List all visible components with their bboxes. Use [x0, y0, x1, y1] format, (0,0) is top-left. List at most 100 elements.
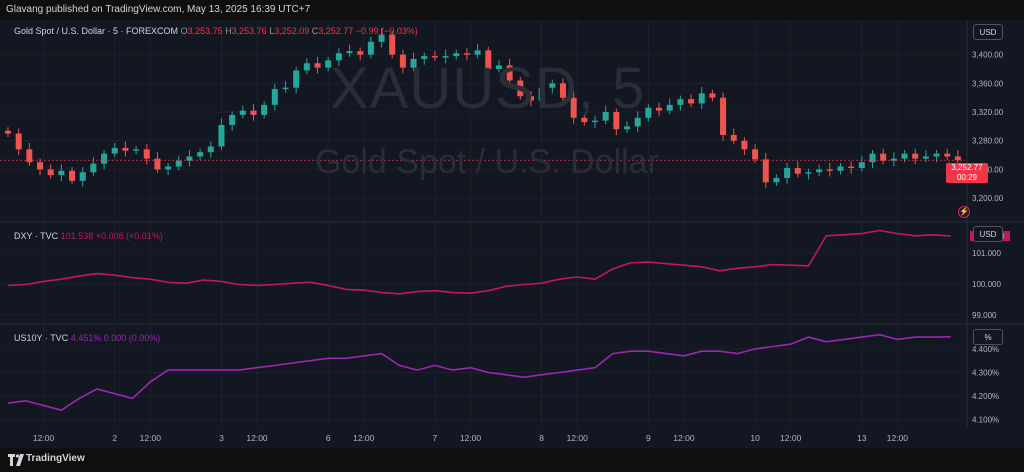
x-tick-label: 12:00	[887, 433, 909, 443]
candle-body	[741, 140, 748, 150]
candle-body	[314, 63, 321, 68]
candle-body	[325, 60, 332, 68]
candle-body	[143, 149, 150, 159]
us10y-value: 4.451%	[70, 333, 102, 343]
candle-body	[890, 158, 897, 161]
candle-body	[762, 159, 769, 183]
x-tick-label: 3	[219, 433, 224, 443]
candle-body	[282, 87, 289, 90]
candle-body	[431, 56, 438, 58]
watermark-symbol: XAUUSD, 5	[330, 56, 646, 121]
candle-body	[389, 34, 396, 55]
candle-body	[154, 158, 161, 170]
dxy-symbol: DXY · TVC	[14, 231, 59, 241]
x-tick-label: 12:00	[33, 433, 55, 443]
candle-body	[602, 112, 609, 121]
candle-body	[549, 83, 556, 88]
candle-body	[47, 169, 54, 176]
gold-symbol: Gold Spot / U.S. Dollar · 5 · FOREXCOM	[14, 26, 179, 36]
alert-icon[interactable]: ⚡	[958, 206, 970, 218]
bar-countdown: 00:29	[956, 173, 978, 182]
us10y-legend[interactable]: US10Y · TVC 4.451% 0.000 (0.00%)	[14, 333, 160, 343]
x-tick-label: 12:00	[780, 433, 802, 443]
candle-body	[186, 156, 193, 161]
candle-body	[506, 65, 513, 81]
candle-body	[880, 153, 887, 161]
y-tick-label: 4.300%	[972, 368, 999, 377]
candle-body	[656, 107, 663, 111]
us10y-change: 0.000 (0.00%)	[103, 333, 161, 343]
candle-body	[944, 153, 951, 157]
candle-body	[26, 149, 33, 163]
gold-high: 3,253.76	[231, 26, 267, 36]
candle-body	[357, 51, 364, 55]
candle-body	[303, 63, 310, 71]
y-tick-label: 3,320.00	[972, 108, 1004, 117]
candle-body	[848, 166, 855, 168]
candle-body	[15, 133, 22, 150]
candle-body	[399, 54, 406, 68]
candle-body	[720, 97, 727, 135]
candle-body	[858, 162, 865, 168]
candle-body	[58, 170, 65, 176]
candle-body	[410, 58, 417, 68]
candle-body	[335, 53, 342, 61]
candle-body	[346, 51, 353, 54]
candle-body	[442, 56, 449, 58]
candle-body	[175, 160, 182, 167]
dxy-series-line	[7, 229, 951, 295]
y-tick-label: 100.000	[972, 280, 1001, 289]
x-tick-label: 9	[646, 433, 651, 443]
gold-currency-button[interactable]: USD	[973, 24, 1003, 40]
gold-open: 3,253.75	[187, 26, 223, 36]
candle-body	[933, 153, 940, 157]
candle-body	[5, 130, 11, 134]
candle-body	[922, 156, 929, 159]
x-tick-label: 12:00	[673, 433, 695, 443]
candle-body	[773, 178, 780, 183]
x-tick-label: 8	[539, 433, 544, 443]
candle-body	[197, 152, 204, 157]
candle-body	[517, 80, 524, 97]
x-tick-label: 12:00	[246, 433, 268, 443]
footer-brand: TradingView	[26, 453, 85, 464]
y-tick-label: 4.100%	[972, 416, 999, 425]
y-tick-label: 3,360.00	[972, 79, 1004, 88]
candle-body	[293, 70, 300, 88]
candle-body	[816, 169, 823, 173]
y-tick-label: 99.000	[972, 311, 997, 320]
candle-body	[495, 65, 502, 70]
candle-body	[165, 166, 172, 170]
x-tick-label: 13	[857, 433, 867, 443]
candle-body	[752, 149, 759, 160]
last-price-badge: 3,252.77 00:29	[946, 163, 988, 183]
candle-body	[794, 167, 801, 174]
candle-body	[592, 120, 599, 123]
last-price: 3,252.77	[951, 163, 983, 172]
x-tick-label: 6	[326, 433, 331, 443]
candle-body	[453, 53, 460, 57]
x-tick-label: 12:00	[140, 433, 162, 443]
dxy-currency-button[interactable]: USD	[973, 226, 1003, 242]
x-tick-label: 7	[433, 433, 438, 443]
candle-body	[527, 96, 534, 101]
candle-body	[837, 166, 844, 171]
candle-body	[570, 97, 577, 118]
candle-body	[698, 93, 705, 104]
candle-body	[122, 147, 129, 151]
candle-body	[677, 99, 684, 105]
candle-body	[645, 107, 652, 118]
candle-body	[133, 149, 140, 151]
dxy-legend[interactable]: DXY · TVC 101.538 +0.008 (+0.01%)	[14, 231, 163, 241]
us10y-unit-button[interactable]: %	[973, 329, 1003, 345]
dxy-change: +0.008 (+0.01%)	[95, 231, 163, 241]
candle-body	[218, 124, 225, 147]
candle-body	[79, 172, 86, 181]
gold-legend[interactable]: Gold Spot / U.S. Dollar · 5 · FOREXCOM O…	[14, 26, 418, 36]
candle-body	[666, 104, 673, 111]
y-tick-label: 3,400.00	[972, 51, 1004, 60]
publisher-header: Glavang published on TradingView.com, Ma…	[6, 4, 311, 15]
candle-body	[229, 114, 236, 125]
y-tick-label: 4.200%	[972, 392, 999, 401]
